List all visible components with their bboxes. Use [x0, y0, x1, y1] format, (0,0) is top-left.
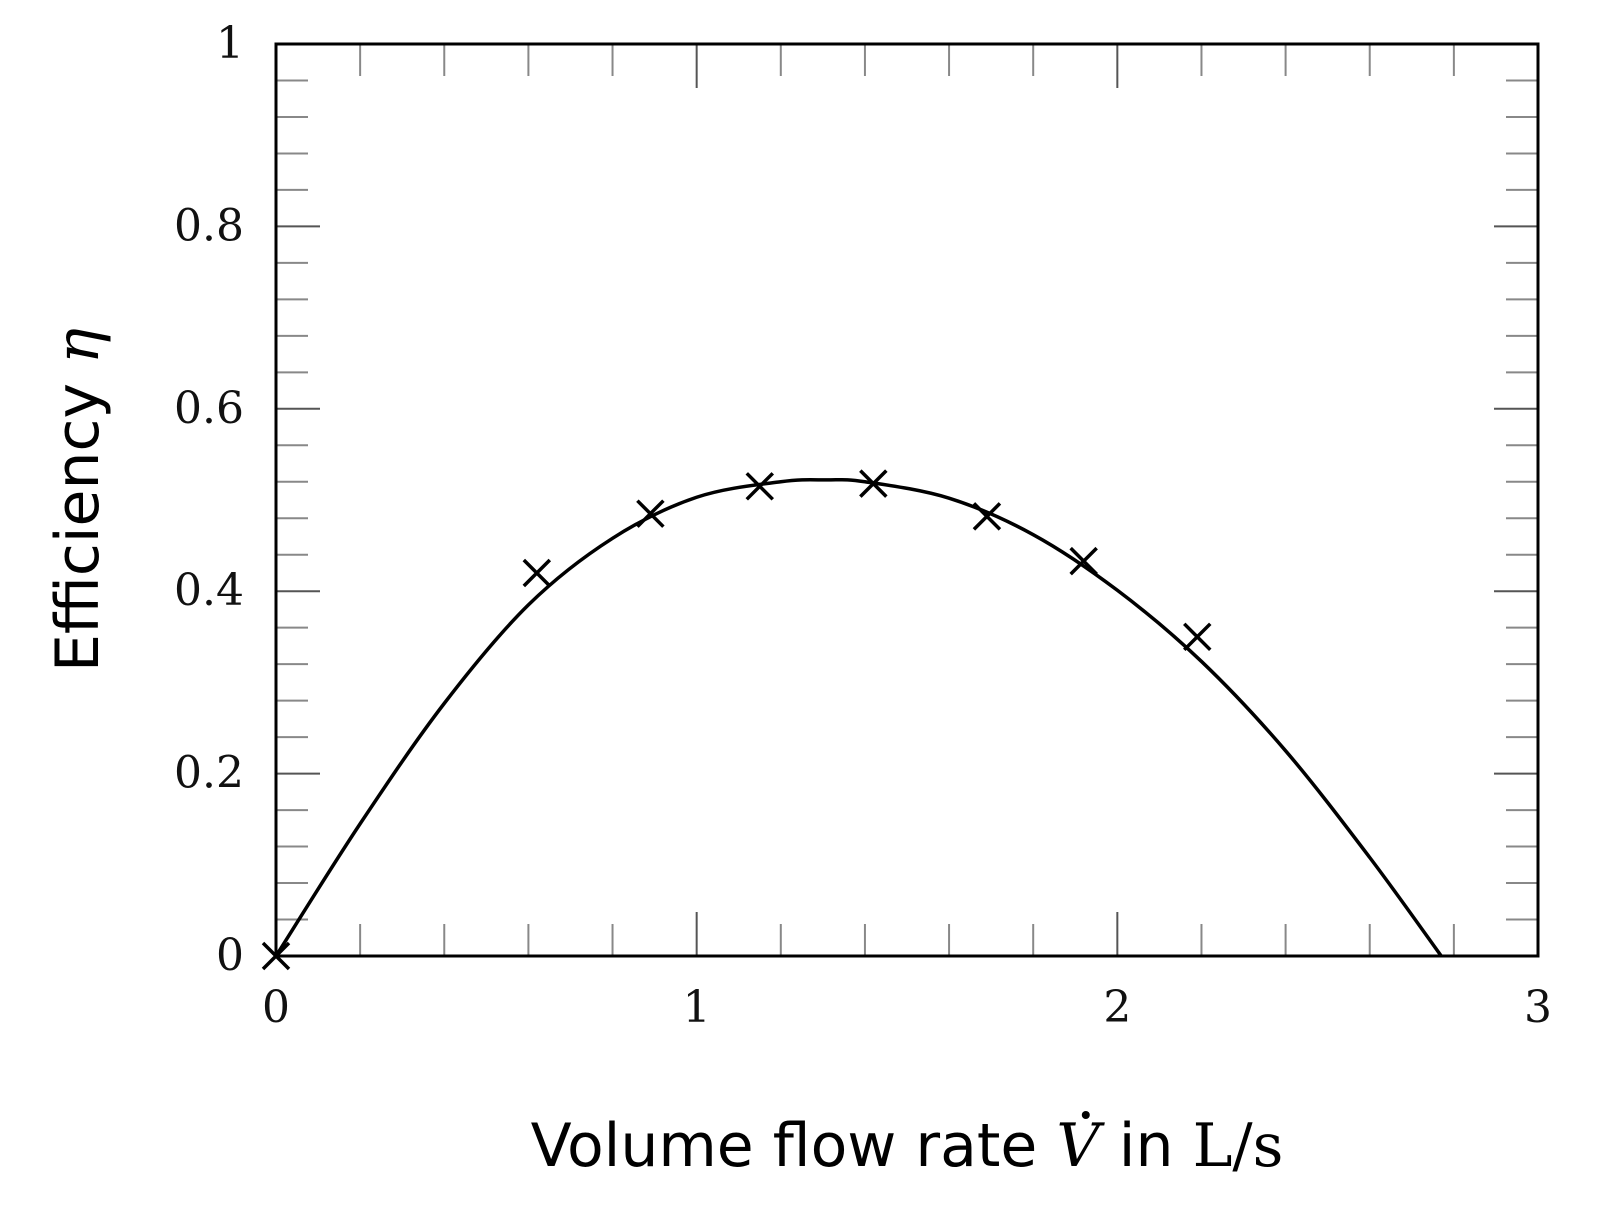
x-axis-symbol-dot: [1081, 1111, 1090, 1119]
x-axis-unit: L/s: [1193, 1111, 1284, 1181]
y-tick-label: 0.2: [174, 748, 244, 799]
y-tick-label: 1: [216, 18, 244, 69]
y-tick-label: 0.4: [174, 565, 244, 616]
data-point-marker: [859, 469, 888, 498]
x-axis-title-text: Volume flow rate: [531, 1111, 1057, 1181]
x-tick-labels: 0 1 2 3: [262, 982, 1552, 1033]
x-axis-title-in: in: [1100, 1111, 1193, 1181]
x-tick-label: 2: [1103, 982, 1131, 1033]
minor-ticks: [276, 44, 1538, 956]
fit-curve: [274, 477, 1443, 958]
y-axis-title: Efficiency η: [43, 328, 113, 672]
y-tick-label: 0: [216, 930, 244, 981]
x-tick-label: 1: [683, 982, 711, 1033]
data-markers: [261, 469, 1212, 971]
fit-curve-layer: [274, 477, 1443, 958]
data-point-marker: [745, 472, 775, 501]
y-tick-label: 0.6: [174, 383, 244, 434]
y-tick-label: 0.8: [174, 200, 244, 251]
x-tick-label: 3: [1524, 982, 1552, 1033]
x-axis-symbol: V: [1056, 1111, 1105, 1181]
data-point-marker: [972, 502, 1002, 531]
data-point-marker: [636, 499, 665, 528]
data-point-marker: [1069, 546, 1098, 576]
x-axis-title: Volume flow rate V in L/s: [531, 1111, 1284, 1181]
y-axis-symbol: η: [43, 328, 113, 364]
data-point-marker: [1183, 622, 1212, 652]
plot-frame: [274, 42, 1540, 958]
x-tick-label: 0: [262, 982, 290, 1033]
y-axis-title-text: Efficiency: [43, 364, 113, 672]
major-ticks: [276, 44, 1538, 956]
data-point-marker: [522, 558, 552, 588]
y-tick-labels: 0 0.2 0.4 0.6 0.8 1: [174, 18, 244, 981]
